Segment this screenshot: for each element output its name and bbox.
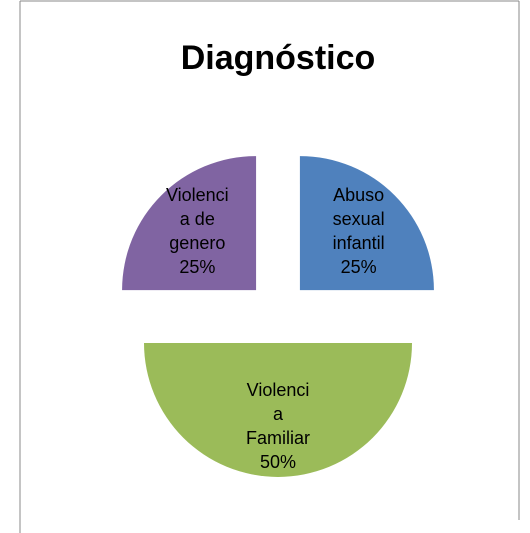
value-label: 25% [179, 257, 216, 278]
value-label: 25% [340, 257, 377, 278]
pie-slice [144, 343, 412, 477]
label-box: Violencia Familiar 50% [242, 366, 314, 486]
slice-label: Violencia de genero 25% [161, 171, 233, 291]
category: Violencia de genero [165, 185, 229, 254]
label-box: Abuso sexual infantil 25% [323, 171, 395, 291]
pie-slice [299, 156, 434, 291]
slice-label: Violencia Familiar 50% [242, 366, 314, 486]
category: Abuso sexual infantil [332, 185, 385, 254]
label-box: Violencia de genero 25% [161, 171, 233, 291]
value-label: 50% [259, 452, 297, 473]
pie-slice [122, 156, 257, 291]
chart-title: Diagnóstico [181, 39, 376, 77]
slice-label: Abuso sexual infantil 25% [323, 171, 395, 291]
category: Violencia Familiar [245, 380, 310, 449]
